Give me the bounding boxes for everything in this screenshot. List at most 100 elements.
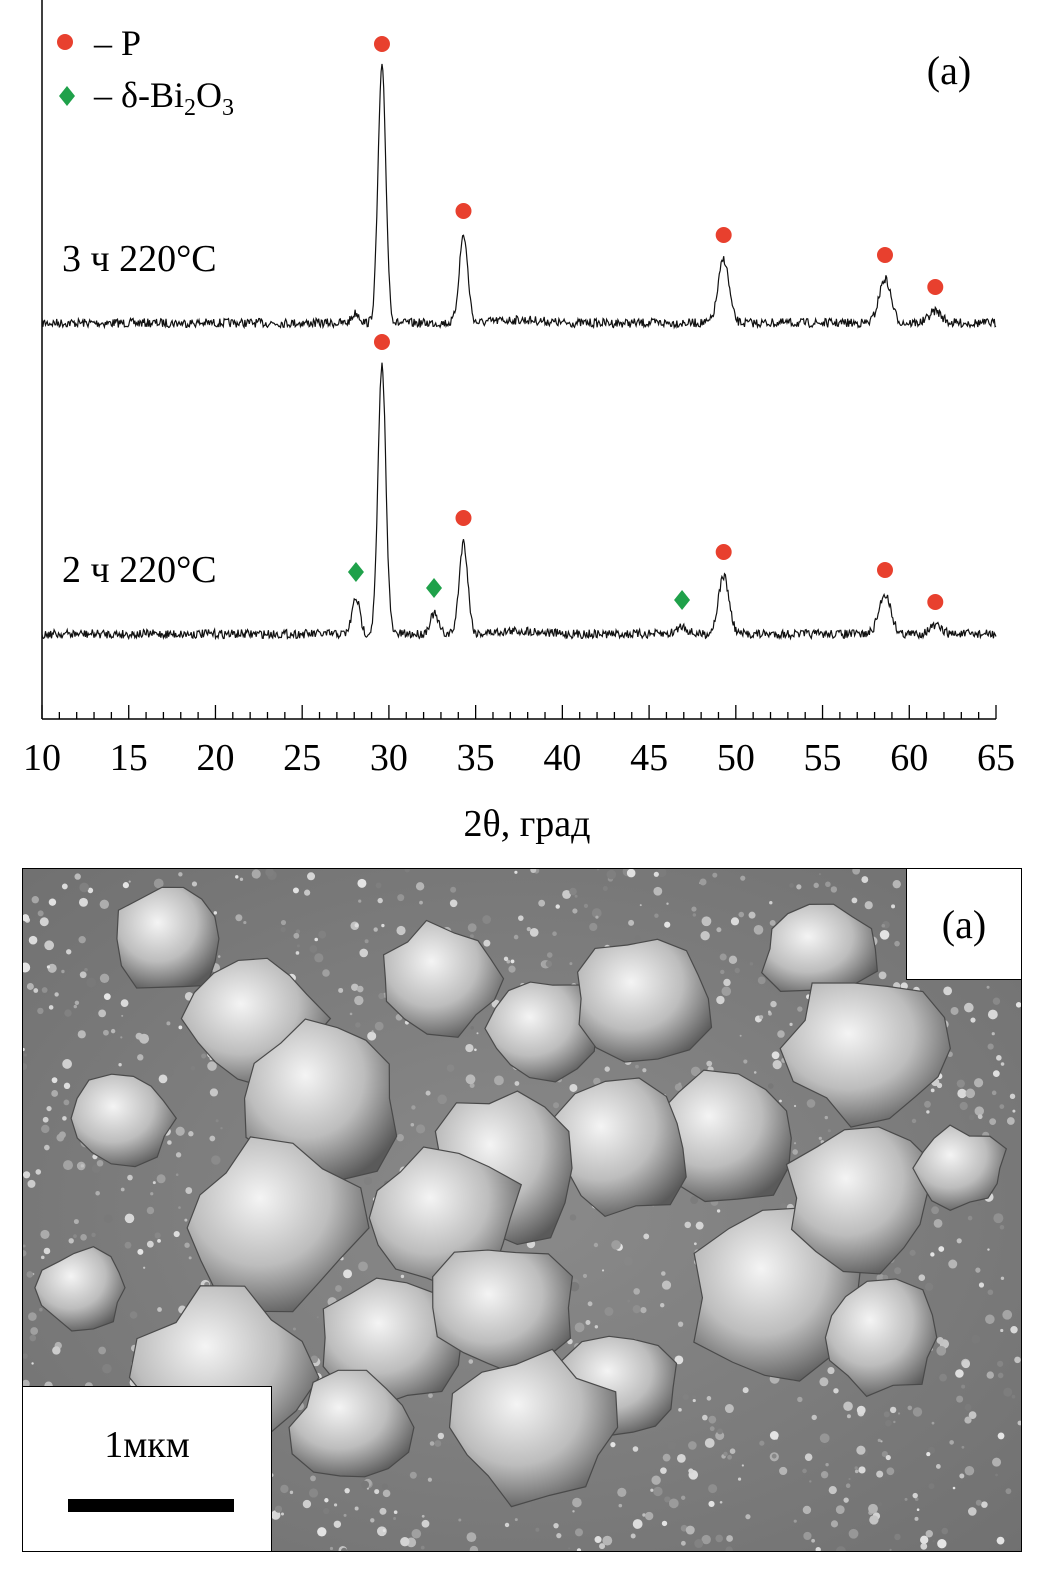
sem-speck [1012, 1109, 1016, 1113]
sem-speck [351, 983, 359, 991]
sem-speck [46, 965, 51, 969]
sem-speck [292, 887, 299, 894]
sem-speck [768, 1083, 774, 1089]
sem-speck [928, 1483, 935, 1490]
sem-speck [329, 1546, 334, 1551]
sem-speck [948, 1259, 958, 1269]
sem-speck [818, 1136, 822, 1140]
sem-speck [759, 1015, 764, 1020]
sem-speck [466, 1532, 477, 1543]
sem-speck [968, 1411, 977, 1419]
sem-speck [1010, 1326, 1018, 1334]
sem-speck [354, 1506, 359, 1511]
sem-speck [514, 1081, 520, 1086]
sem-speck [880, 1440, 883, 1443]
sem-speck [987, 1043, 994, 1050]
sem-speck [91, 1164, 101, 1173]
legend-marker-bi2o3 [59, 86, 75, 106]
sem-speck [848, 1528, 859, 1539]
phase-p-marker [876, 247, 893, 263]
sem-speck [354, 995, 364, 1006]
sem-speck [523, 1502, 532, 1511]
sem-speck [852, 869, 861, 875]
sem-speck [596, 869, 599, 871]
sem-speck [23, 1047, 25, 1052]
sem-speck [935, 1464, 941, 1469]
sem-speck [188, 1256, 192, 1260]
sem-speck [556, 1533, 562, 1539]
sem-speck [706, 1060, 713, 1067]
phase-p-marker [455, 203, 472, 219]
sem-speck [661, 1280, 672, 1290]
sem-speck [458, 1518, 462, 1522]
sem-speck [340, 1547, 348, 1551]
sem-speck [304, 889, 311, 896]
sem-speck [589, 922, 598, 932]
sem-speck [668, 1498, 679, 1509]
sem-speck [572, 908, 578, 914]
sem-speck [397, 894, 405, 902]
sem-speck [968, 1114, 975, 1121]
sem-speck [695, 1221, 704, 1230]
sem-speck [986, 1371, 994, 1379]
sem-speck [970, 1017, 976, 1023]
sem-speck [366, 1487, 370, 1490]
sem-speck [825, 1462, 829, 1467]
sem-speck [729, 1448, 736, 1454]
sem-speck [469, 1545, 479, 1551]
sem-speck [552, 931, 557, 937]
sem-speck [363, 1176, 373, 1186]
sem-speck [661, 1520, 668, 1527]
sem-speck [630, 1533, 636, 1539]
sem-speck [102, 1363, 112, 1374]
sem-speck [280, 926, 286, 933]
phase-p-marker [927, 594, 944, 610]
sem-speck [999, 1224, 1005, 1230]
sem-speck [572, 1510, 575, 1513]
sem-speck [769, 919, 776, 926]
sem-speck [854, 1466, 858, 1470]
sem-speck [99, 973, 110, 983]
sem-speck [568, 1547, 571, 1550]
sem-speck [137, 1248, 144, 1255]
sem-speck [121, 1014, 124, 1017]
sem-speck [886, 1467, 895, 1476]
sem-speck [748, 911, 756, 919]
phase-markers [347, 36, 944, 610]
sem-speck [349, 1012, 353, 1016]
sem-speck [367, 1031, 377, 1041]
phase-p-marker [373, 36, 390, 52]
sem-particle [382, 919, 505, 1038]
sem-speck [68, 1238, 74, 1244]
sem-speck [708, 1500, 715, 1508]
sem-speck [595, 915, 599, 919]
sem-speck [604, 1066, 610, 1072]
sem-speck [930, 1088, 935, 1093]
sem-speck [882, 1274, 889, 1281]
sem-speck [375, 882, 382, 889]
sem-speck [178, 1025, 183, 1030]
sem-speck [381, 1483, 388, 1490]
sem-speck [985, 1314, 995, 1325]
sem-speck [936, 1337, 944, 1345]
sem-speck [23, 1063, 28, 1071]
sem-speck [933, 1218, 943, 1228]
sem-speck [996, 1055, 1002, 1061]
x-tick-label: 55 [804, 737, 842, 779]
sem-speck [956, 1238, 962, 1244]
legend-label-p: – P [93, 23, 141, 63]
sem-speck [931, 1206, 939, 1215]
sem-speck [657, 869, 667, 878]
sem-speck [646, 1061, 650, 1065]
sem-speck [280, 919, 287, 926]
sem-speck [333, 1503, 338, 1507]
sem-speck [427, 1477, 432, 1482]
sem-speck [797, 1396, 803, 1403]
sem-speck [690, 1196, 699, 1205]
sem-speck [811, 1414, 817, 1421]
sem-speck [37, 910, 44, 917]
sem-speck [296, 944, 300, 948]
sem-speck [876, 1470, 884, 1478]
sem-speck [965, 1088, 976, 1099]
sem-speck [950, 1006, 959, 1015]
